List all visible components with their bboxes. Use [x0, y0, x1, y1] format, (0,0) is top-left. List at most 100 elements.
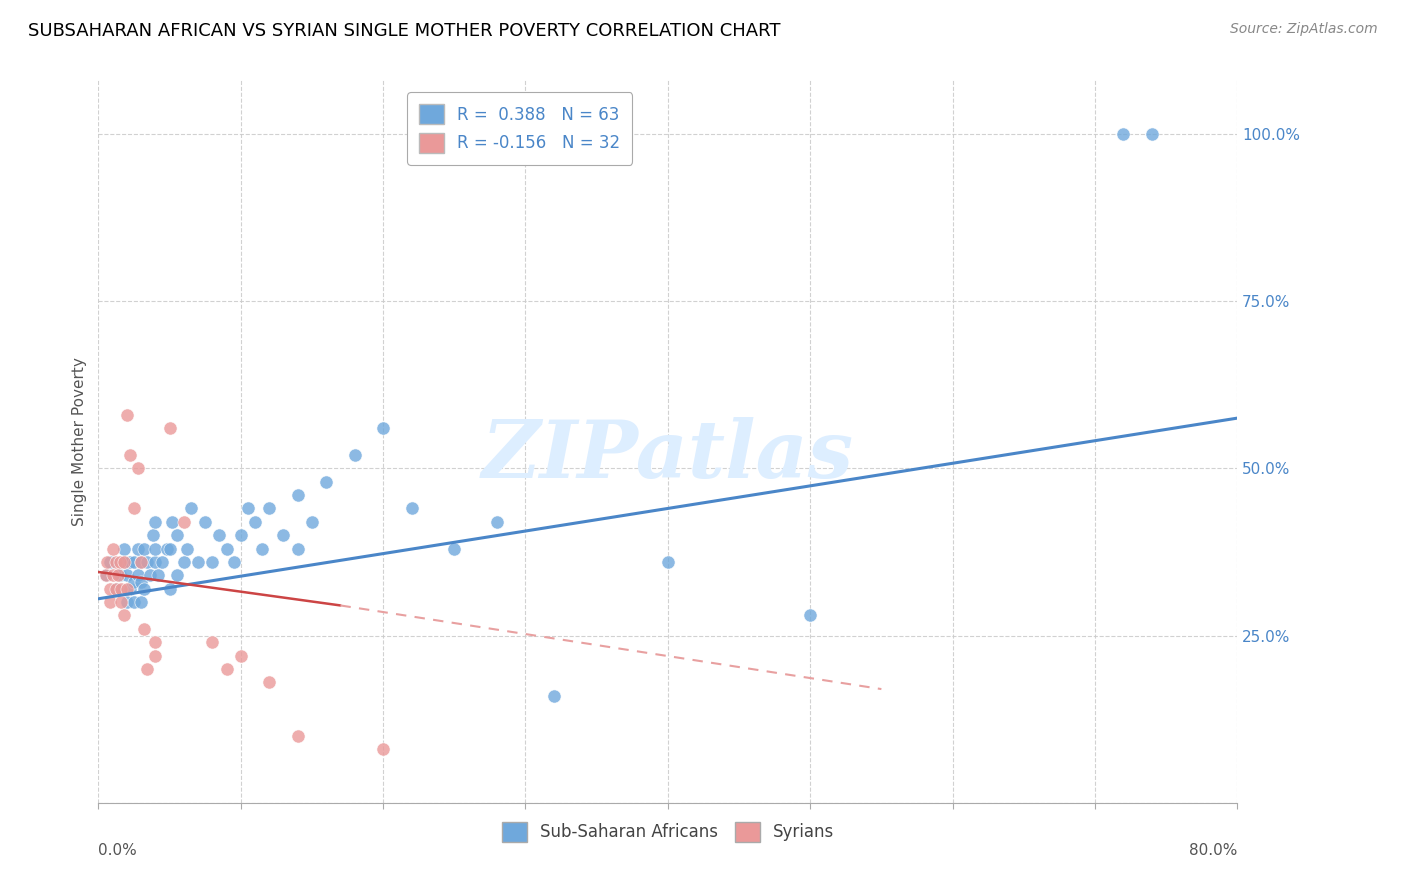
Point	[222, 555, 245, 569]
Y-axis label: Single Mother Poverty: Single Mother Poverty	[72, 357, 87, 526]
Point	[127, 568, 149, 582]
Point	[201, 635, 224, 649]
Point	[166, 528, 188, 542]
Point	[145, 648, 167, 663]
Text: 80.0%: 80.0%	[1189, 843, 1237, 857]
Point	[107, 568, 129, 582]
Point	[215, 541, 238, 556]
Point	[94, 568, 117, 582]
Point	[287, 488, 309, 502]
Point	[273, 528, 295, 542]
Point	[127, 461, 149, 475]
Point	[118, 448, 141, 462]
Point	[156, 541, 179, 556]
Point	[145, 541, 167, 556]
Point	[98, 555, 121, 569]
Point	[135, 662, 157, 676]
Point	[112, 555, 135, 569]
Point	[443, 541, 465, 556]
Point	[129, 575, 152, 590]
Point	[101, 568, 124, 582]
Point	[145, 515, 167, 529]
Point	[159, 582, 181, 596]
Text: SUBSAHARAN AFRICAN VS SYRIAN SINGLE MOTHER POVERTY CORRELATION CHART: SUBSAHARAN AFRICAN VS SYRIAN SINGLE MOTH…	[28, 22, 780, 40]
Point	[115, 582, 138, 596]
Point	[104, 582, 127, 596]
Point	[215, 662, 238, 676]
Point	[108, 568, 131, 582]
Point	[129, 595, 152, 609]
Point	[194, 515, 217, 529]
Point	[132, 541, 155, 556]
Point	[301, 515, 323, 529]
Point	[112, 541, 135, 556]
Point	[132, 622, 155, 636]
Point	[486, 515, 509, 529]
Point	[138, 568, 160, 582]
Point	[543, 689, 565, 703]
Point	[101, 541, 124, 556]
Point	[250, 541, 273, 556]
Point	[115, 408, 138, 422]
Point	[115, 568, 138, 582]
Point	[122, 501, 145, 516]
Point	[122, 575, 145, 590]
Point	[315, 475, 337, 489]
Point	[373, 742, 395, 756]
Point	[115, 595, 138, 609]
Point	[229, 648, 252, 663]
Point	[98, 582, 121, 596]
Point	[229, 528, 252, 542]
Point	[287, 541, 309, 556]
Text: Source: ZipAtlas.com: Source: ZipAtlas.com	[1230, 22, 1378, 37]
Point	[208, 528, 231, 542]
Point	[1112, 127, 1135, 141]
Point	[799, 608, 821, 623]
Point	[98, 595, 121, 609]
Point	[343, 448, 366, 462]
Point	[104, 582, 127, 596]
Point	[173, 555, 195, 569]
Point	[104, 555, 127, 569]
Point	[129, 555, 152, 569]
Point	[141, 528, 163, 542]
Point	[110, 595, 132, 609]
Point	[129, 555, 152, 569]
Point	[657, 555, 679, 569]
Point	[166, 568, 188, 582]
Point	[373, 421, 395, 435]
Point	[96, 555, 118, 569]
Point	[135, 555, 157, 569]
Point	[112, 608, 135, 623]
Point	[118, 582, 141, 596]
Point	[259, 501, 281, 516]
Point	[112, 555, 135, 569]
Point	[145, 555, 167, 569]
Point	[159, 541, 181, 556]
Text: ZIPatlas: ZIPatlas	[482, 417, 853, 495]
Point	[236, 501, 259, 516]
Point	[259, 675, 281, 690]
Point	[287, 729, 309, 743]
Point	[201, 555, 224, 569]
Point	[159, 421, 181, 435]
Point	[148, 568, 170, 582]
Legend: Sub-Saharan Africans, Syrians: Sub-Saharan Africans, Syrians	[495, 815, 841, 848]
Point	[173, 515, 195, 529]
Point	[118, 555, 141, 569]
Point	[122, 555, 145, 569]
Point	[122, 595, 145, 609]
Point	[162, 515, 184, 529]
Point	[94, 568, 117, 582]
Point	[145, 635, 167, 649]
Point	[176, 541, 198, 556]
Point	[180, 501, 202, 516]
Point	[1140, 127, 1163, 141]
Point	[110, 582, 132, 596]
Point	[187, 555, 209, 569]
Point	[132, 582, 155, 596]
Point	[152, 555, 174, 569]
Text: 0.0%: 0.0%	[98, 843, 138, 857]
Point	[401, 501, 423, 516]
Point	[127, 541, 149, 556]
